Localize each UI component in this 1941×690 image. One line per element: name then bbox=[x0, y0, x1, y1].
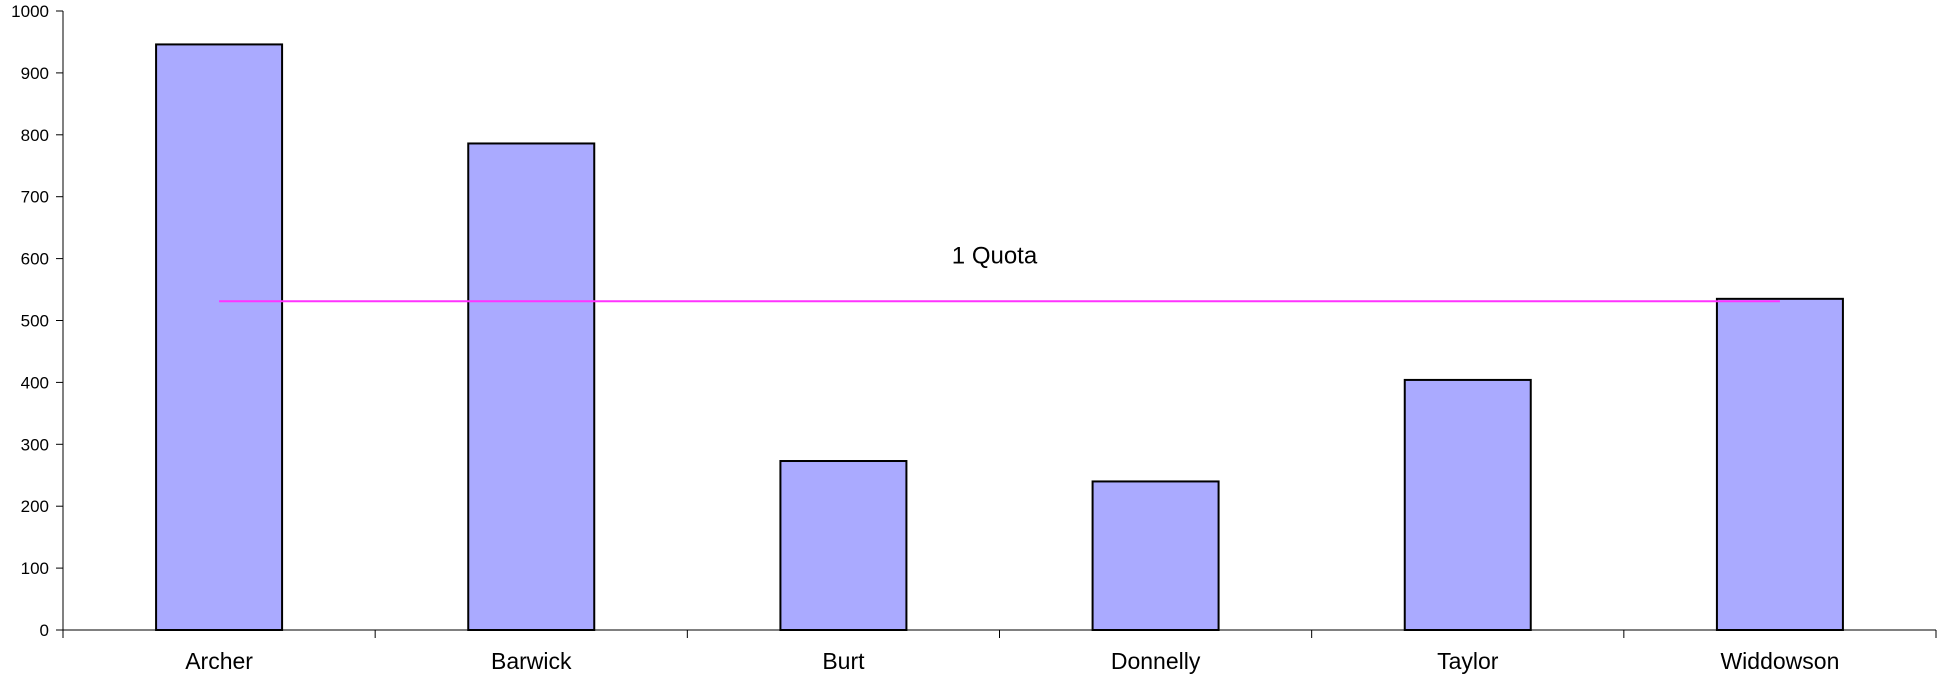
y-tick-label: 400 bbox=[21, 373, 49, 392]
bar-archer bbox=[155, 43, 284, 631]
x-tick-label: Widdowson bbox=[1720, 648, 1839, 674]
y-tick-label: 700 bbox=[21, 188, 49, 207]
x-tick-label: Burt bbox=[822, 648, 865, 674]
y-tick-label: 900 bbox=[21, 64, 49, 83]
y-tick-label: 200 bbox=[21, 497, 49, 516]
x-tick-label: Taylor bbox=[1437, 648, 1499, 674]
y-axis: 0 100 200 300 400 500 600 700 800 900 1000 bbox=[11, 2, 64, 640]
y-tick-label: 0 bbox=[40, 621, 49, 640]
x-tick-label: Barwick bbox=[491, 648, 572, 674]
y-tick-label: 500 bbox=[21, 312, 49, 331]
quota-reference: 1 Quota bbox=[219, 242, 1780, 303]
bar-burt bbox=[779, 460, 908, 631]
quota-label: 1 Quota bbox=[952, 242, 1038, 269]
y-tick-label: 1000 bbox=[11, 2, 49, 21]
y-tick-label: 600 bbox=[21, 250, 49, 269]
bar-donnelly bbox=[1091, 480, 1220, 631]
x-tick-label: Donnelly bbox=[1111, 648, 1201, 674]
bar-widdowson bbox=[1715, 297, 1844, 631]
x-tick-label: Archer bbox=[185, 648, 253, 674]
bar-series bbox=[155, 43, 1844, 632]
y-tick-label: 800 bbox=[21, 126, 49, 145]
bar-barwick bbox=[467, 142, 596, 631]
y-tick-label: 300 bbox=[21, 435, 49, 454]
y-tick-label: 100 bbox=[21, 559, 49, 578]
x-axis: Archer Barwick Burt Donnelly Taylor Widdowson bbox=[62, 629, 1937, 674]
bar-taylor bbox=[1403, 378, 1532, 632]
